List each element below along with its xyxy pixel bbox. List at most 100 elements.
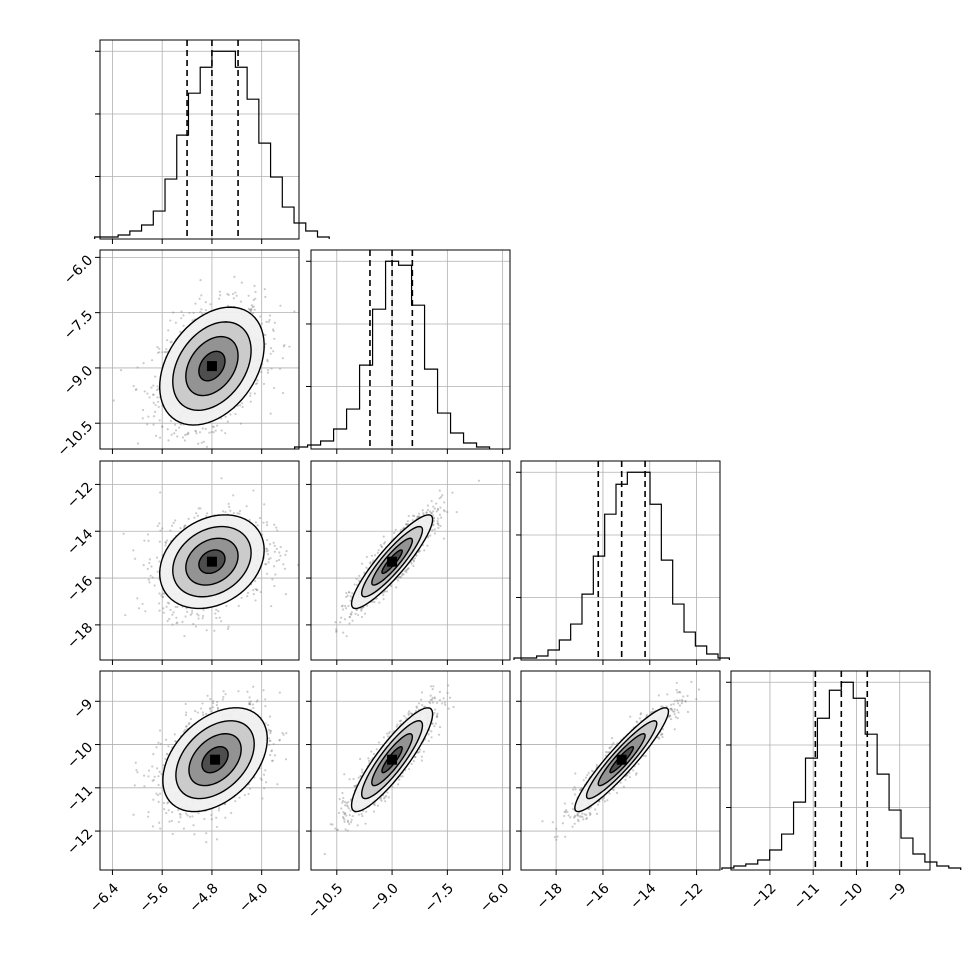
scatter-point — [191, 815, 194, 818]
scatter-point — [675, 681, 678, 684]
scatter-point — [435, 715, 439, 719]
y-tick-label: −10 — [64, 740, 96, 772]
scatter-point — [429, 534, 432, 537]
scatter-point — [430, 730, 433, 733]
scatter-point — [222, 695, 225, 699]
scatter-point — [187, 431, 190, 434]
scatter-point — [164, 541, 168, 545]
scatter-point — [668, 715, 671, 718]
scatter-point — [345, 591, 348, 595]
scatter-point — [171, 623, 174, 626]
scatter-point — [152, 753, 155, 756]
scatter-point — [675, 699, 679, 702]
scatter-point — [160, 594, 163, 597]
scatter-point — [349, 809, 352, 812]
scatter-point — [247, 792, 250, 796]
scatter-point — [269, 729, 272, 732]
scatter-point — [152, 401, 155, 404]
scatter-point — [429, 701, 432, 705]
scatter-point — [185, 725, 188, 728]
scatter-point — [249, 392, 252, 395]
scatter-point — [343, 812, 346, 815]
scatter-point — [169, 341, 172, 344]
scatter-point — [418, 512, 421, 515]
y-tick-label: −12 — [64, 826, 96, 858]
scatter-point — [167, 809, 170, 812]
scatter-point — [341, 604, 344, 607]
scatter-point — [267, 320, 270, 324]
scatter-point — [194, 709, 197, 713]
scatter-point — [675, 688, 678, 692]
scatter-point — [262, 382, 266, 385]
scatter-point — [253, 308, 256, 311]
scatter-point — [274, 573, 277, 576]
scatter-point — [206, 694, 209, 697]
scatter-point — [154, 375, 157, 378]
scatter-point — [218, 290, 221, 293]
panel-frame — [99, 670, 300, 871]
scatter-point — [285, 550, 288, 553]
scatter-point — [433, 528, 436, 531]
scatter-point — [209, 710, 212, 713]
scatter-point — [379, 543, 382, 547]
scatter-point — [278, 551, 281, 554]
scatter-point — [367, 759, 371, 762]
scatter-point — [348, 813, 351, 817]
scatter-point — [266, 358, 269, 361]
scatter-point — [278, 738, 281, 742]
scatter-point — [359, 775, 362, 778]
contour-line — [381, 549, 403, 575]
scatter-point — [269, 347, 273, 350]
scatter-point — [428, 510, 432, 513]
scatter-point — [166, 619, 169, 623]
scatter-point — [182, 827, 186, 830]
scatter-point — [208, 707, 212, 710]
pair-panel-3-0: −6.4 −5.6 −4.8 −4.0 −12 −11 −10 −9 — [64, 670, 300, 916]
scatter-point — [433, 696, 436, 699]
scatter-point — [608, 746, 611, 749]
scatter-point — [176, 435, 179, 438]
scatter-point — [634, 773, 638, 776]
scatter-point — [373, 803, 376, 807]
scatter-point — [162, 807, 166, 811]
scatter-point — [676, 691, 679, 694]
scatter-point — [217, 297, 221, 300]
scatter-point — [132, 385, 135, 388]
scatter-point — [420, 759, 424, 762]
scatter-point — [156, 570, 159, 573]
scatter-point — [345, 814, 348, 817]
x-tick-label: −6.4 — [87, 880, 122, 915]
scatter-point — [255, 588, 258, 591]
scatter-point — [188, 815, 192, 818]
scatter-point — [209, 706, 212, 710]
scatter-point — [252, 305, 255, 308]
scatter-point — [390, 585, 393, 588]
scatter-point — [175, 616, 178, 619]
scatter-point — [421, 703, 424, 707]
scatter-point — [256, 699, 259, 702]
scatter-point — [150, 359, 154, 362]
scatter-point — [428, 700, 431, 704]
scatter-point — [338, 797, 341, 801]
scatter-point — [253, 284, 256, 287]
scatter-point — [433, 507, 436, 510]
scatter-point — [369, 561, 372, 564]
scatter-point — [159, 792, 162, 795]
scatter-point — [167, 745, 170, 748]
y-tick-label: −7.5 — [61, 308, 96, 343]
scatter-point — [666, 693, 669, 696]
scatter-point — [414, 709, 417, 713]
scatter-point — [382, 535, 385, 538]
contour-line — [371, 733, 414, 787]
scatter-point — [154, 410, 157, 413]
scatter-point — [239, 422, 243, 425]
scatter-point — [238, 404, 242, 407]
scatter-point — [179, 330, 182, 334]
scatter-point — [152, 384, 155, 387]
scatter-point — [200, 294, 203, 297]
scatter-point — [250, 308, 253, 311]
scatter-point — [433, 711, 436, 715]
scatter-point — [184, 615, 187, 618]
scatter-point — [430, 499, 433, 503]
scatter-point — [446, 510, 449, 514]
